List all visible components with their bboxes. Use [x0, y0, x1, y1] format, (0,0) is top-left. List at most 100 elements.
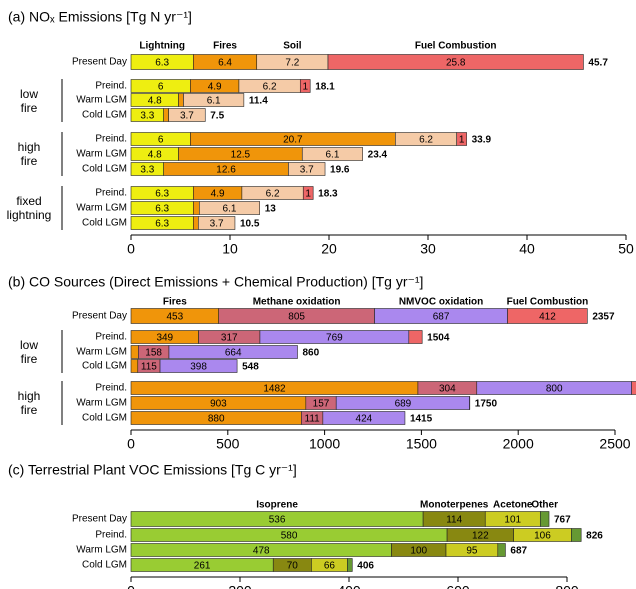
segment-label: 412 [539, 312, 556, 323]
panel-title: (b) CO Sources (Direct Emissions + Chemi… [8, 274, 423, 290]
bar-segment [130, 345, 139, 359]
segment-label: 66 [324, 561, 336, 572]
bar-segment [347, 558, 353, 572]
segment-label: 6 [158, 82, 164, 93]
segment-label: 6.1 [207, 96, 221, 107]
bar-segment [193, 201, 200, 215]
legend-label: Fuel Combustion [415, 41, 497, 52]
segment-label: 6.1 [223, 204, 237, 215]
segment-label: 100 [410, 546, 427, 557]
bar-segment [539, 511, 550, 527]
segment-label: 903 [210, 399, 227, 410]
bar-segment [327, 54, 584, 70]
bar-segment [497, 543, 506, 557]
total-label: 860 [302, 348, 319, 359]
group-label: fixed lightning [6, 194, 52, 222]
segment-label: 3.7 [180, 111, 194, 122]
x-tick-label: 1000 [309, 436, 340, 452]
segment-label: 6.3 [155, 204, 169, 215]
segment-label: 689 [395, 399, 412, 410]
legend-label: Monoterpenes [420, 500, 489, 511]
group-label-box: high fire [0, 389, 58, 417]
group-label: high fire [17, 389, 41, 417]
segment-label: 6.2 [266, 189, 280, 200]
x-tick-label: 0 [127, 241, 135, 257]
total-label: 33.9 [472, 135, 492, 146]
total-label: 687 [510, 546, 527, 557]
segment-label: 95 [466, 546, 478, 557]
bar-segment [299, 79, 311, 93]
segment-label: 805 [288, 312, 305, 323]
total-label: 19.6 [330, 165, 350, 176]
segment-label: 1 [305, 189, 311, 200]
segment-label: 6.2 [419, 135, 433, 146]
segment-label: 317 [221, 333, 238, 344]
x-tick-label: 1500 [406, 436, 437, 452]
segment-label: 6.1 [326, 150, 340, 161]
segment-label: 304 [439, 384, 456, 395]
bar-segment [183, 93, 245, 107]
segment-label: 769 [326, 333, 343, 344]
legend-label: Fuel Combustion [507, 297, 589, 308]
x-tick-label: 0 [127, 583, 135, 589]
group-label: low fire [19, 337, 38, 366]
segment-label: 6.3 [155, 189, 169, 200]
legend-label: Isoprene [256, 500, 298, 511]
segment-label: 261 [194, 561, 211, 572]
segment-label: 3.3 [140, 165, 154, 176]
bar-segment [302, 186, 314, 200]
bar-segment [193, 216, 199, 230]
group-label: high fire [17, 140, 41, 168]
segment-label: 664 [225, 348, 242, 359]
panel-title: (c) Terrestrial Plant VOC Emissions [Tg … [8, 462, 297, 478]
total-label: 1504 [427, 333, 450, 344]
segment-label: 349 [156, 333, 173, 344]
segment-label: 6.2 [263, 82, 277, 93]
segment-label: 687 [433, 312, 450, 323]
segment-label: 70 [287, 561, 299, 572]
segment-label: 12.5 [231, 150, 251, 161]
segment-label: 12.6 [216, 165, 236, 176]
segment-label: 398 [190, 362, 207, 373]
bar-segment [408, 330, 423, 344]
x-tick-label: 600 [446, 583, 470, 589]
category-label: Preind. [95, 188, 127, 199]
category-label: Present Day [72, 311, 127, 322]
legend-label: Methane oxidation [253, 297, 341, 308]
bar-segment [159, 359, 238, 373]
bar-segment [168, 108, 206, 122]
total-label: 767 [554, 515, 571, 526]
segment-label: 478 [253, 546, 270, 557]
segment-label: 20.7 [283, 135, 303, 146]
segment-label: 800 [546, 384, 563, 395]
segment-label: 101 [504, 515, 521, 526]
bar-segment [507, 308, 588, 324]
total-label: 826 [586, 531, 603, 542]
segment-label: 4.8 [148, 150, 162, 161]
total-label: 23.4 [368, 150, 388, 161]
segment-label: 158 [145, 348, 162, 359]
x-tick-label: 800 [555, 583, 579, 589]
category-label: Warm LGM [76, 149, 127, 160]
bar-segment [288, 162, 326, 176]
total-label: 2357 [592, 312, 615, 323]
category-label: Preind. [95, 332, 127, 343]
category-label: Warm LGM [76, 545, 127, 556]
segment-label: 6 [158, 135, 164, 146]
bar-segment [130, 359, 139, 373]
bar-segment [168, 345, 298, 359]
group-label-box: low fire [0, 338, 58, 366]
legend-label: Fires [163, 297, 187, 308]
segment-label: 1 [302, 82, 308, 93]
segment-label: 1482 [263, 384, 286, 395]
category-label: Warm LGM [76, 95, 127, 106]
segment-label: 114 [446, 515, 462, 526]
legend-label: Soil [283, 41, 302, 52]
category-label: Preind. [95, 530, 127, 541]
segment-label: 25.8 [446, 58, 466, 69]
panel-title: (a) NOₓ Emissions [Tg N yr⁻¹] [8, 9, 192, 25]
x-tick-label: 2500 [599, 436, 630, 452]
segment-label: 122 [472, 531, 489, 542]
total-label: 406 [357, 561, 374, 572]
